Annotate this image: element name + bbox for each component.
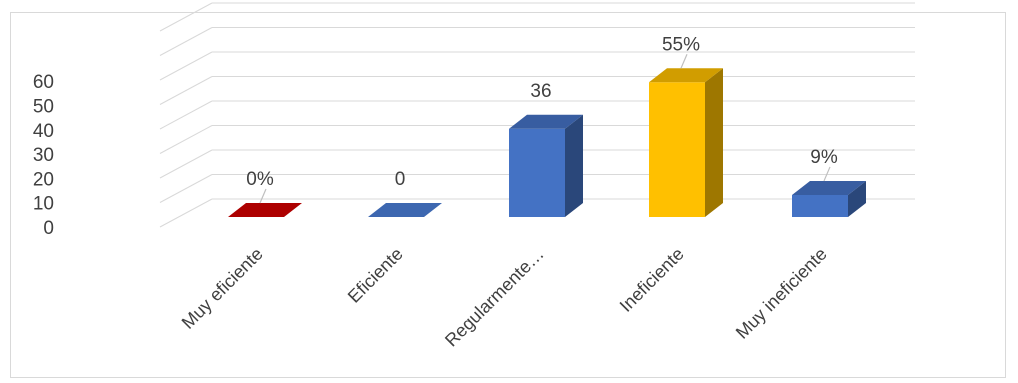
data-label: 36 <box>530 81 551 102</box>
category-label: Muy eficiente <box>178 244 267 333</box>
bar-front <box>649 82 705 217</box>
bar-front <box>792 194 848 217</box>
gridline-side <box>159 100 213 130</box>
leader-line <box>259 188 267 204</box>
y-tick-label: 60 <box>33 72 54 93</box>
y-axis-ticks: 0 10 20 30 40 50 60 <box>33 72 54 239</box>
gridline-side <box>159 149 213 179</box>
gridline-side <box>159 27 213 56</box>
category-label: Ineficiente <box>616 244 688 316</box>
bar-flat <box>368 203 442 217</box>
data-label: 0 <box>395 169 406 190</box>
data-label: 0% <box>246 169 274 190</box>
data-labels: 0% 0 36 55% 9% <box>246 34 838 190</box>
leader-line <box>823 166 831 182</box>
gridline-side <box>159 198 213 228</box>
bar-top <box>509 114 583 129</box>
bar-front <box>509 128 565 217</box>
leader-lines <box>259 54 831 204</box>
data-label: 9% <box>810 147 838 168</box>
category-label: Regularmente… <box>441 244 548 351</box>
bar-side <box>848 180 866 217</box>
gridline-side <box>159 2 213 32</box>
gridline-side <box>159 76 213 105</box>
gridline-side <box>159 125 213 154</box>
bar-side <box>705 68 723 217</box>
bars <box>228 68 866 217</box>
category-label: Muy ineficiente <box>732 244 831 343</box>
gridline-side <box>159 174 213 203</box>
gridlines <box>159 2 915 228</box>
gridline-side <box>159 51 213 81</box>
y-tick-label: 0 <box>43 218 54 239</box>
y-tick-label: 30 <box>33 145 54 166</box>
bar-flat <box>228 203 302 217</box>
bar-side <box>565 114 583 217</box>
y-tick-label: 20 <box>33 169 54 190</box>
y-tick-label: 40 <box>33 121 54 142</box>
y-tick-label: 10 <box>33 194 54 215</box>
bar-top <box>649 68 723 83</box>
leader-line <box>680 54 688 69</box>
y-tick-label: 50 <box>33 97 54 118</box>
category-label: Eficiente <box>344 244 407 307</box>
bar-top <box>792 180 866 195</box>
category-labels: Muy eficiente Eficiente Regularmente… Inefi… <box>178 244 831 351</box>
data-label: 55% <box>662 34 700 55</box>
